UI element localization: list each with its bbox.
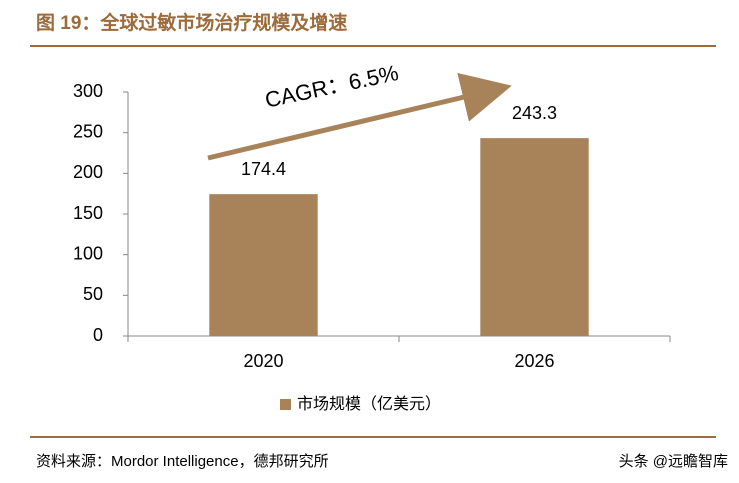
y-tick-label: 0 xyxy=(93,325,103,345)
y-tick-label: 100 xyxy=(73,243,103,263)
chart-title: 图 19：全球过敏市场治疗规模及增速 xyxy=(36,11,347,34)
cagr-annotation: CAGR：6.5% xyxy=(263,60,401,113)
y-tick-label: 150 xyxy=(73,203,103,223)
trend-arrow xyxy=(207,72,512,161)
y-tick-label: 250 xyxy=(73,121,103,141)
watermark: 头条 @远瞻智库 xyxy=(619,452,728,470)
y-tick-label: 300 xyxy=(73,81,103,101)
y-tick-label: 50 xyxy=(83,284,103,304)
data-label: 243.3 xyxy=(512,103,557,123)
source: 资料来源：Mordor Intelligence，德邦研究所 xyxy=(36,452,329,470)
data-label: 174.4 xyxy=(241,159,286,179)
bar xyxy=(480,138,589,336)
legend-swatch xyxy=(280,399,291,410)
y-tick-label: 200 xyxy=(73,162,103,182)
x-tick-label: 2026 xyxy=(514,351,554,371)
bar xyxy=(209,194,318,336)
x-tick-label: 2020 xyxy=(243,351,283,371)
legend-label: 市场规模（亿美元） xyxy=(297,395,441,413)
